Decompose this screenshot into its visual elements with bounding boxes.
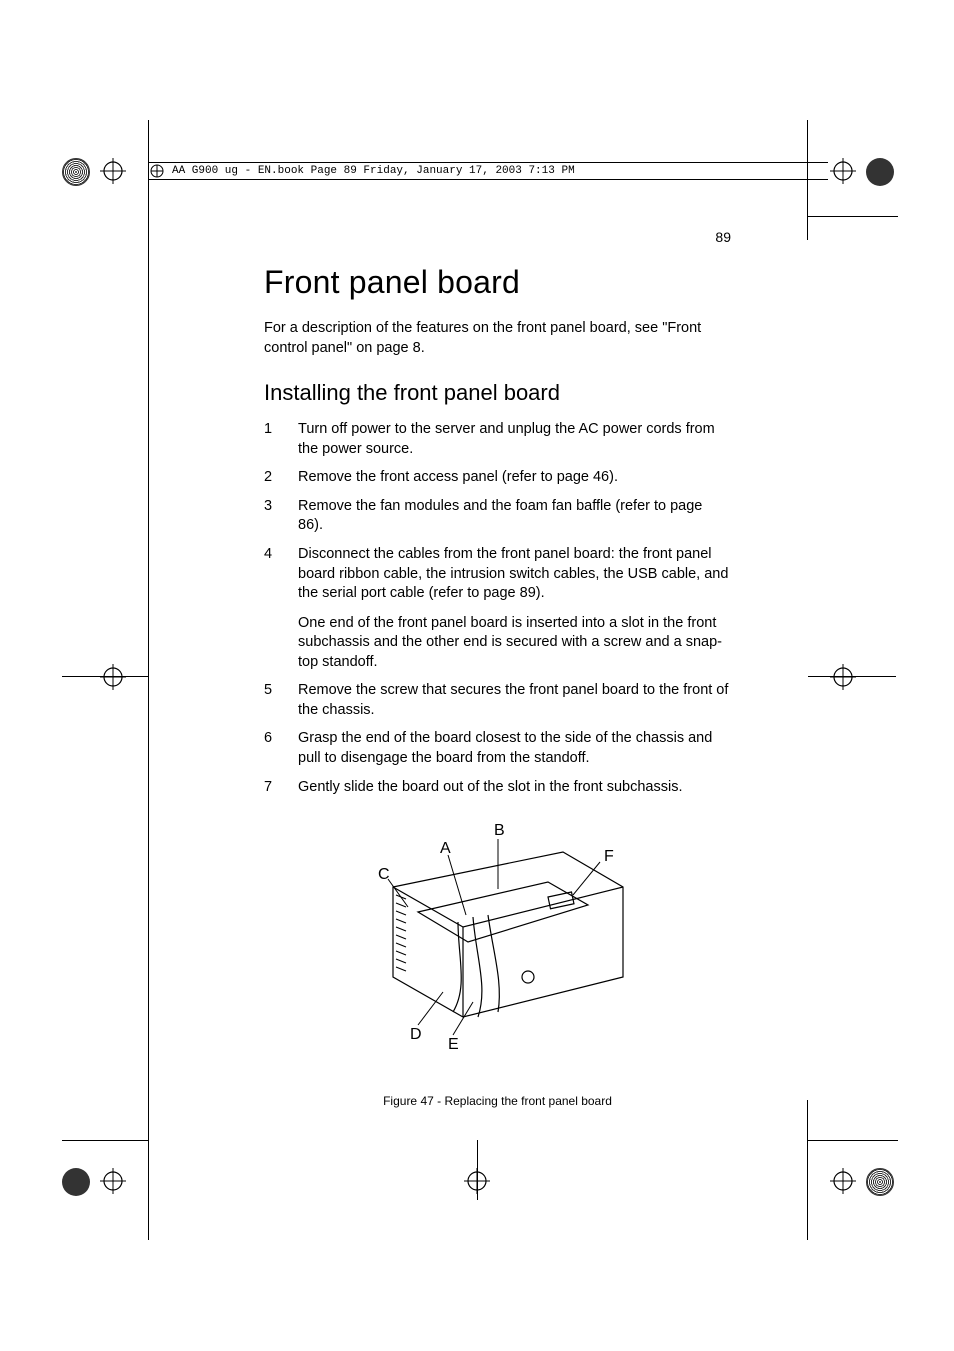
step-item: 1 Turn off power to the server and unplu…	[264, 420, 731, 459]
step-sub-paragraph: One end of the front panel board is inse…	[298, 614, 731, 673]
figure-label-B: B	[494, 822, 505, 839]
step-number: 4	[264, 545, 298, 672]
reg-mark-br	[830, 1168, 856, 1194]
step-text: Turn off power to the server and unplug …	[298, 420, 731, 459]
reg-mark-tr	[830, 158, 856, 184]
reg-mark-ml	[100, 664, 126, 690]
crop-corner-bl	[62, 1168, 90, 1196]
figure-label-D: D	[410, 1026, 422, 1043]
crop-line-tr-h	[808, 216, 898, 217]
step-item: 4 Disconnect the cables from the front p…	[264, 545, 731, 672]
step-number: 6	[264, 729, 298, 768]
figure-diagram: A B C D E F	[348, 817, 648, 1057]
figure-label-E: E	[448, 1036, 459, 1053]
crop-corner-br	[866, 1168, 894, 1196]
crop-line-br-v	[807, 1100, 808, 1240]
intro-paragraph: For a description of the features on the…	[264, 319, 731, 358]
crop-line-tr-v	[807, 120, 808, 240]
step-text: Disconnect the cables from the front pan…	[298, 545, 731, 672]
step-number: 3	[264, 497, 298, 536]
step-number: 5	[264, 681, 298, 720]
step-item: 7 Gently slide the board out of the slot…	[264, 778, 731, 798]
step-text: Gently slide the board out of the slot i…	[298, 778, 731, 798]
figure-label-A: A	[440, 840, 451, 857]
book-icon	[148, 164, 166, 178]
running-header: AA G900 ug - EN.book Page 89 Friday, Jan…	[148, 162, 828, 180]
step-item: 3 Remove the fan modules and the foam fa…	[264, 497, 731, 536]
page-number: 89	[715, 229, 731, 245]
step-text: Remove the screw that secures the front …	[298, 681, 731, 720]
step-item: 2 Remove the front access panel (refer t…	[264, 468, 731, 488]
reg-mark-tl	[100, 158, 126, 184]
crop-line-bl-h	[62, 1140, 148, 1141]
step-text: Remove the front access panel (refer to …	[298, 468, 731, 488]
reg-mark-bl	[100, 1168, 126, 1194]
figure: A B C D E F Figure 47 - Replacing the fr…	[264, 817, 731, 1108]
crop-line-ml	[62, 676, 148, 677]
crop-corner-tr	[866, 158, 894, 186]
step-text: Grasp the end of the board closest to th…	[298, 729, 731, 768]
figure-label-F: F	[604, 848, 614, 865]
figure-label-C: C	[378, 866, 390, 883]
page-content: Front panel board For a description of t…	[264, 264, 731, 1108]
crop-line-bl-v	[148, 720, 149, 1240]
section-heading: Installing the front panel board	[264, 380, 731, 406]
crop-line-br-h	[808, 1140, 898, 1141]
running-header-text: AA G900 ug - EN.book Page 89 Friday, Jan…	[172, 165, 575, 177]
step-number: 7	[264, 778, 298, 798]
step-number: 1	[264, 420, 298, 459]
crop-line-tl-v	[148, 120, 149, 720]
figure-caption: Figure 47 - Replacing the front panel bo…	[264, 1094, 731, 1108]
step-item: 6 Grasp the end of the board closest to …	[264, 729, 731, 768]
reg-mark-mr	[830, 664, 856, 690]
crop-line-mr	[808, 676, 896, 677]
step-text: Remove the fan modules and the foam fan …	[298, 497, 731, 536]
page-title: Front panel board	[264, 264, 731, 301]
step-list: 1 Turn off power to the server and unplu…	[264, 420, 731, 797]
crop-line-bc	[477, 1140, 478, 1200]
crop-corner-tl	[62, 158, 90, 186]
step-text-line: Disconnect the cables from the front pan…	[298, 546, 728, 601]
step-item: 5 Remove the screw that secures the fron…	[264, 681, 731, 720]
step-number: 2	[264, 468, 298, 488]
